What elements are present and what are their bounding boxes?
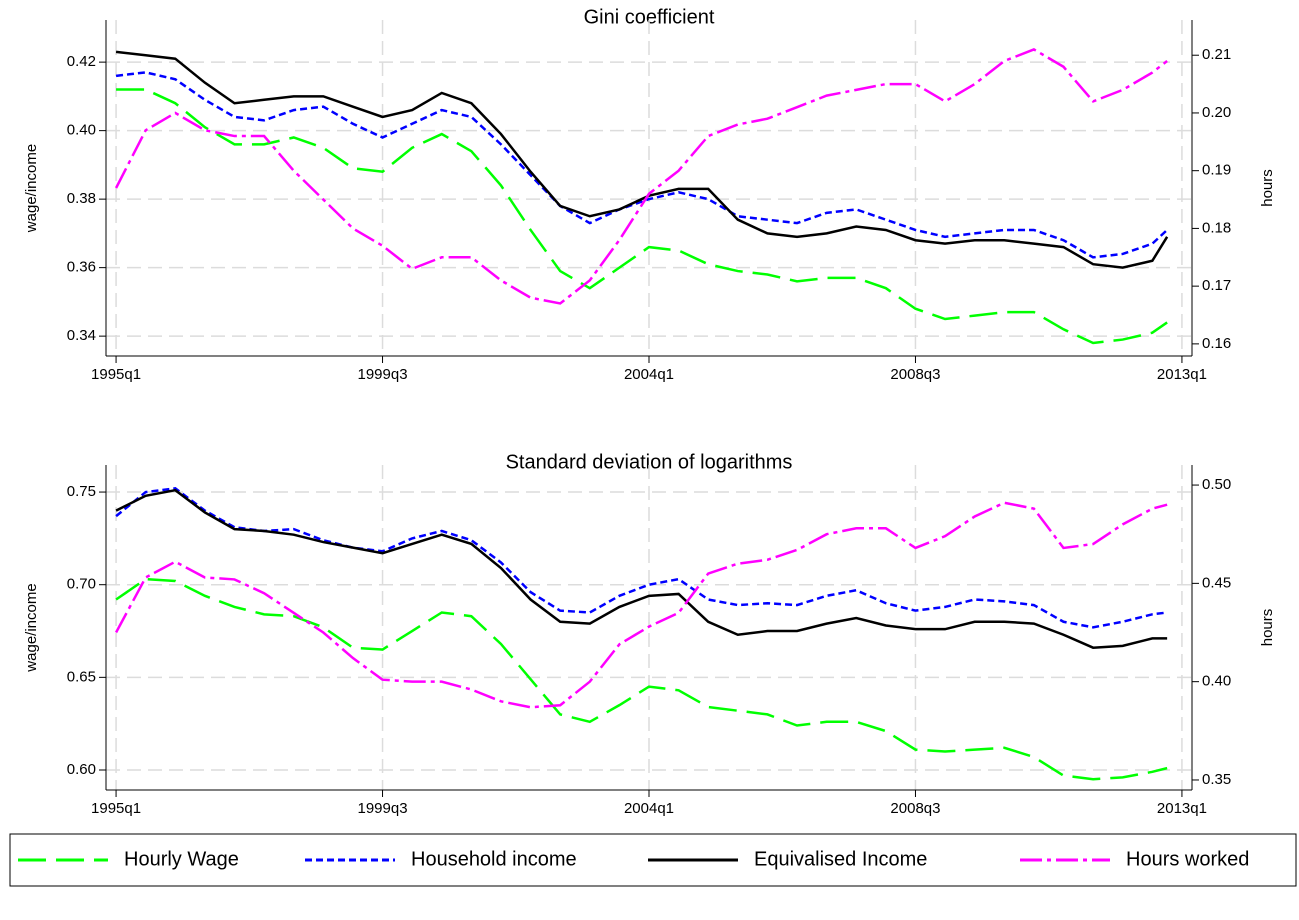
x-tick-label: 2004q1	[624, 800, 674, 817]
y2-tick-label: 0.18	[1202, 219, 1231, 236]
x-tick-label: 1995q1	[91, 366, 141, 383]
legend: Hourly Wage Household income Equivalised I…	[9, 833, 1297, 887]
series-line	[115, 71, 1168, 259]
y-tick-label: 0.34	[67, 327, 96, 344]
y2-tick-label: 0.19	[1202, 162, 1231, 179]
legend-label: Household income	[411, 848, 577, 870]
y2-tick-label: 0.20	[1202, 104, 1231, 121]
y-tick-label: 0.38	[67, 190, 96, 207]
legend-label: Equivalised Income	[754, 848, 927, 870]
series-line	[116, 88, 1168, 345]
y2-tick-label: 0.35	[1202, 771, 1231, 788]
legend-label: Hours worked	[1126, 848, 1249, 870]
y2-tick-label: 0.21	[1202, 46, 1231, 63]
y2-axis-label: hours	[1259, 169, 1276, 207]
series-line	[114, 48, 1168, 305]
y2-tick-label: 0.45	[1202, 574, 1231, 591]
x-tick-label: 2013q1	[1157, 800, 1207, 817]
chart-title: Standard deviation of logarithms	[506, 451, 793, 473]
y2-tick-label: 0.17	[1202, 277, 1231, 294]
x-tick-label: 2008q3	[890, 800, 940, 817]
y-axis-label: wage/income	[23, 583, 40, 672]
x-tick-label: 2013q1	[1157, 366, 1207, 383]
x-tick-label: 1999q3	[358, 800, 408, 817]
y-tick-label: 0.70	[67, 576, 96, 593]
series-line	[114, 501, 1168, 709]
y2-axis-label: hours	[1259, 609, 1276, 647]
series-line	[115, 577, 1168, 781]
y-tick-label: 0.65	[67, 668, 96, 685]
x-tick-label: 2008q3	[890, 366, 940, 383]
legend-label: Hourly Wage	[124, 848, 239, 870]
series-line	[115, 50, 1169, 269]
x-tick-label: 1995q1	[91, 800, 141, 817]
y2-tick-label: 0.50	[1202, 476, 1231, 493]
y-tick-label: 0.60	[67, 761, 96, 778]
y-axis-label: wage/income	[23, 144, 40, 233]
y2-tick-label: 0.16	[1202, 335, 1231, 352]
chart-title: Gini coefficient	[584, 6, 715, 28]
y-tick-label: 0.75	[67, 483, 96, 500]
x-tick-label: 2004q1	[624, 366, 674, 383]
series-line	[115, 487, 1168, 629]
series-line	[115, 488, 1168, 649]
y-tick-label: 0.40	[67, 122, 96, 139]
x-tick-label: 1999q3	[358, 366, 408, 383]
y-tick-label: 0.36	[67, 259, 96, 276]
y-tick-label: 0.42	[67, 53, 96, 70]
y2-tick-label: 0.40	[1202, 673, 1231, 690]
